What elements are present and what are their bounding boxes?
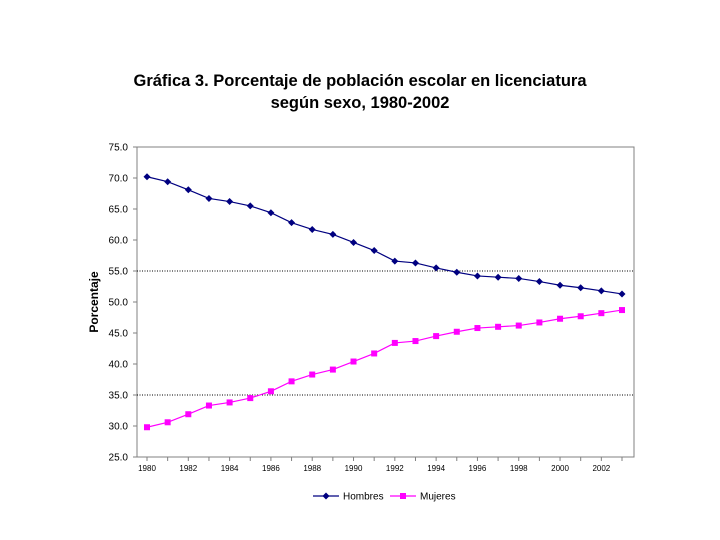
data-point-mujeres <box>577 313 584 320</box>
chart-title-line1: Gráfica 3. Porcentaje de población escol… <box>133 72 587 90</box>
legend-marker-mujeres <box>400 493 406 499</box>
data-point-mujeres <box>453 328 460 335</box>
data-point-hombres <box>494 273 502 281</box>
chart-title-line2: según sexo, 1980-2002 <box>270 94 450 112</box>
x-tick-label: 1998 <box>510 464 528 473</box>
data-point-mujeres <box>185 411 192 418</box>
x-tick-label: 2002 <box>592 464 610 473</box>
chart-title: Gráfica 3. Porcentaje de población escol… <box>60 70 660 114</box>
x-tick-label: 1982 <box>179 464 197 473</box>
data-point-mujeres <box>164 419 171 426</box>
y-tick-label: 60.0 <box>109 236 129 247</box>
data-point-mujeres <box>391 339 398 346</box>
y-tick-label: 50.0 <box>109 298 129 309</box>
data-point-hombres <box>535 278 543 286</box>
x-tick-label: 1996 <box>469 464 487 473</box>
data-point-mujeres <box>309 371 316 378</box>
data-point-hombres <box>577 284 585 292</box>
legend: Hombres Mujeres <box>313 492 456 503</box>
data-point-mujeres <box>205 402 212 409</box>
y-tick-label: 40.0 <box>109 360 129 371</box>
data-point-mujeres <box>226 399 233 406</box>
y-axis-label: Porcentaje <box>87 271 101 333</box>
series-line-mujeres <box>146 309 623 428</box>
y-tick-label: 35.0 <box>109 391 129 402</box>
x-tick-label: 1994 <box>427 464 445 473</box>
data-point-hombres <box>288 219 296 227</box>
data-point-hombres <box>350 238 358 246</box>
data-point-mujeres <box>144 424 150 431</box>
y-tick-label: 65.0 <box>109 205 129 216</box>
x-tick-label: 1988 <box>303 464 321 473</box>
data-point-hombres <box>246 202 254 210</box>
data-point-mujeres <box>371 350 378 357</box>
y-tick-label: 55.0 <box>109 267 129 278</box>
data-point-hombres <box>556 281 564 289</box>
data-point-hombres <box>205 194 213 202</box>
data-point-mujeres <box>474 325 481 332</box>
data-point-mujeres <box>495 323 502 330</box>
data-point-mujeres <box>598 310 605 317</box>
data-point-hombres <box>432 264 440 272</box>
y-tick-label: 75.0 <box>109 143 129 154</box>
data-point-mujeres <box>288 378 295 385</box>
plot-area <box>136 146 635 458</box>
legend-marker-hombres <box>322 492 330 500</box>
data-point-mujeres <box>515 322 522 329</box>
data-point-hombres <box>473 272 481 280</box>
legend-label-hombres: Hombres <box>343 492 384 503</box>
data-point-hombres <box>515 274 523 282</box>
data-point-hombres <box>184 186 192 194</box>
x-tick-label: 1992 <box>386 464 404 473</box>
y-tick-label: 45.0 <box>109 329 129 340</box>
legend-label-mujeres: Mujeres <box>420 492 456 503</box>
data-point-mujeres <box>557 315 564 322</box>
data-point-mujeres <box>350 358 357 365</box>
data-point-mujeres <box>412 338 419 345</box>
data-point-mujeres <box>536 319 543 326</box>
y-tick-label: 30.0 <box>109 422 129 433</box>
data-point-mujeres <box>247 395 254 402</box>
data-point-mujeres <box>433 333 440 340</box>
x-tick-label: 1984 <box>221 464 239 473</box>
data-point-hombres <box>143 173 151 181</box>
y-tick-label: 25.0 <box>109 453 129 464</box>
data-point-mujeres <box>329 366 336 373</box>
data-point-hombres <box>618 290 626 298</box>
y-tick-label: 70.0 <box>109 174 129 185</box>
x-tick-label: 2000 <box>551 464 569 473</box>
data-point-hombres <box>267 209 275 217</box>
data-point-hombres <box>370 247 378 255</box>
x-tick-label: 1990 <box>345 464 363 473</box>
data-point-hombres <box>308 225 316 233</box>
data-point-hombres <box>391 257 399 265</box>
data-point-hombres <box>411 259 419 267</box>
data-point-mujeres <box>619 307 625 314</box>
data-point-mujeres <box>267 388 274 395</box>
data-point-hombres <box>226 198 234 206</box>
data-point-hombres <box>597 287 605 295</box>
data-point-hombres <box>164 178 172 186</box>
data-point-hombres <box>453 268 461 276</box>
data-point-hombres <box>329 230 337 238</box>
x-tick-label: 1980 <box>138 464 156 473</box>
x-tick-label: 1986 <box>262 464 280 473</box>
series-line-hombres <box>146 176 623 295</box>
